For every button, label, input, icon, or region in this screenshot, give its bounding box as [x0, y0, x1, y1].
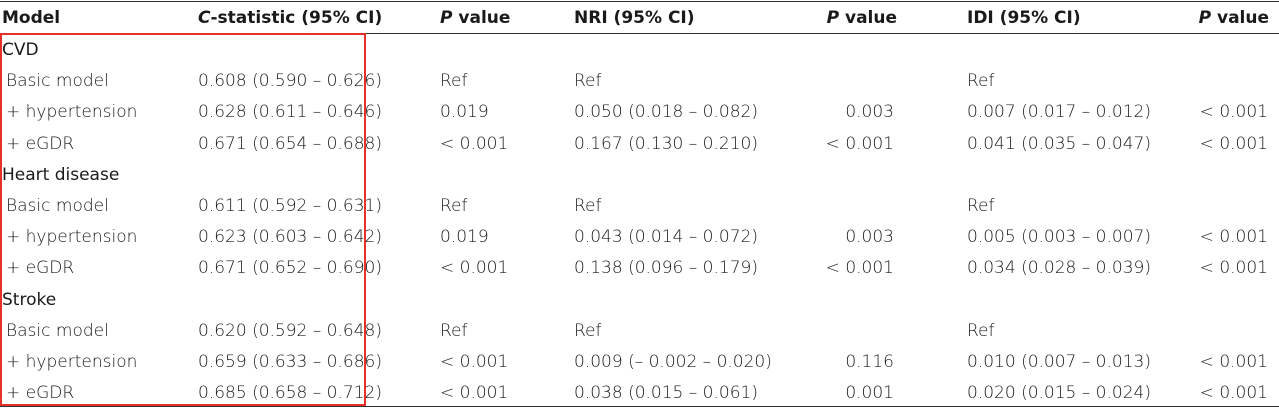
cell-nri: 0.009 (– 0.002 – 0.020) — [574, 352, 772, 372]
cell-c-statistic: 0.620 (0.592 – 0.648) — [198, 320, 382, 341]
group-label: Heart disease — [2, 164, 120, 185]
cell-c-statistic: 0.671 (0.652 – 0.690) — [198, 258, 382, 279]
table-row: + hypertension 0.623 (0.603 – 0.642) 0.019… — [0, 222, 1279, 253]
cell-p-value-2: 0.003 — [845, 102, 894, 123]
cell-p-value-2: 0.116 — [845, 352, 894, 372]
cell-p-value-2: 0.003 — [845, 227, 894, 248]
cell-c-statistic: 0.611 (0.592 – 0.631) — [198, 196, 382, 216]
cell-p-value-3: < 0.001 — [1199, 227, 1268, 248]
cell-p-value-3: < 0.001 — [1199, 352, 1268, 372]
cell-idi: 0.005 (0.003 – 0.007) — [967, 227, 1151, 248]
table-row: + eGDR 0.671 (0.654 – 0.688) < 0.001 0.167 … — [0, 129, 1279, 160]
table-header-rule — [0, 33, 1279, 34]
header-p-value-1: P value — [440, 8, 511, 28]
group-row: CVD — [0, 35, 1279, 66]
cell-p-value-1: Ref — [440, 71, 468, 92]
cell-p-value-1: < 0.001 — [440, 383, 509, 404]
cell-model: + eGDR — [6, 383, 75, 404]
cell-nri: 0.050 (0.018 – 0.082) — [574, 102, 758, 123]
cell-model: Basic model — [6, 320, 109, 341]
cell-p-value-3: < 0.001 — [1199, 133, 1268, 154]
table-row: + eGDR 0.671 (0.652 – 0.690) < 0.001 0.138 … — [0, 253, 1279, 284]
cell-idi: Ref — [967, 71, 995, 92]
cell-c-statistic: 0.628 (0.611 – 0.646) — [198, 102, 382, 123]
table-row: + hypertension 0.628 (0.611 – 0.646) 0.019… — [0, 97, 1279, 128]
group-row: Stroke — [0, 285, 1279, 316]
cell-c-statistic: 0.623 (0.603 – 0.642) — [198, 227, 382, 248]
table-row: Basic model 0.620 (0.592 – 0.648) Ref Ref Re… — [0, 316, 1279, 347]
cell-p-value-1: Ref — [440, 320, 468, 341]
cell-p-value-1: < 0.001 — [440, 133, 509, 154]
cell-p-value-1: 0.019 — [440, 102, 489, 123]
cell-c-statistic: 0.659 (0.633 – 0.686) — [198, 352, 382, 372]
cell-p-value-1: 0.019 — [440, 227, 489, 248]
table-header-row: Model C-statistic (95% CI) P value NRI (… — [0, 4, 1279, 32]
cell-p-value-1: Ref — [440, 196, 468, 216]
cell-idi: 0.010 (0.007 – 0.013) — [967, 352, 1151, 372]
cell-idi: Ref — [967, 320, 995, 341]
header-c-statistic: C-statistic (95% CI) — [198, 8, 383, 28]
header-nri: NRI (95% CI) — [574, 8, 695, 28]
cell-model: + eGDR — [6, 258, 75, 279]
group-label: Stroke — [2, 289, 57, 310]
cell-nri: 0.038 (0.015 – 0.061) — [574, 383, 758, 404]
cell-nri: 0.043 (0.014 – 0.072) — [574, 227, 758, 248]
cell-p-value-1: < 0.001 — [440, 258, 509, 279]
cell-model: + hypertension — [6, 227, 138, 248]
cell-idi: 0.007 (0.017 – 0.012) — [967, 102, 1151, 123]
cell-p-value-3: < 0.001 — [1199, 383, 1268, 404]
cell-idi: 0.041 (0.035 – 0.047) — [967, 133, 1151, 154]
cell-idi: Ref — [967, 196, 995, 216]
table-row: + hypertension 0.659 (0.633 – 0.686) < 0.0… — [0, 347, 1279, 378]
cell-nri: 0.138 (0.096 – 0.179) — [574, 258, 758, 279]
cell-idi: 0.020 (0.015 – 0.024) — [967, 383, 1151, 404]
cell-model: Basic model — [6, 196, 109, 216]
header-p-value-3: P value — [1198, 8, 1269, 28]
group-row: Heart disease — [0, 160, 1279, 191]
table-row: + eGDR 0.685 (0.658 – 0.712) < 0.001 0.038 … — [0, 378, 1279, 409]
table-top-rule — [0, 1, 1279, 2]
cell-p-value-2: < 0.001 — [825, 133, 894, 154]
cell-nri: 0.167 (0.130 – 0.210) — [574, 133, 758, 154]
group-label: CVD — [2, 40, 39, 60]
cell-p-value-3: < 0.001 — [1199, 102, 1268, 123]
cell-p-value-2: 0.001 — [845, 383, 894, 404]
cell-model: Basic model — [6, 71, 109, 92]
cell-p-value-2: < 0.001 — [825, 258, 894, 279]
table-row: Basic model 0.611 (0.592 – 0.631) Ref Ref Re… — [0, 191, 1279, 222]
cell-p-value-3: < 0.001 — [1199, 258, 1268, 279]
cell-c-statistic: 0.608 (0.590 – 0.626) — [198, 71, 382, 92]
table-bottom-rule — [0, 406, 1279, 407]
cell-model: + hypertension — [6, 352, 138, 372]
header-p-value-2: P value — [826, 8, 897, 28]
cell-c-statistic: 0.671 (0.654 – 0.688) — [198, 133, 382, 154]
cell-model: + hypertension — [6, 102, 138, 123]
header-model: Model — [2, 8, 61, 28]
cell-model: + eGDR — [6, 133, 75, 154]
cell-nri: Ref — [574, 196, 602, 216]
table-row: Basic model 0.608 (0.590 – 0.626) Ref Ref Re… — [0, 66, 1279, 97]
cell-nri: Ref — [574, 71, 602, 92]
cell-c-statistic: 0.685 (0.658 – 0.712) — [198, 383, 382, 404]
cell-nri: Ref — [574, 320, 602, 341]
header-idi: IDI (95% CI) — [967, 8, 1081, 28]
cell-p-value-1: < 0.001 — [440, 352, 509, 372]
cell-idi: 0.034 (0.028 – 0.039) — [967, 258, 1151, 279]
